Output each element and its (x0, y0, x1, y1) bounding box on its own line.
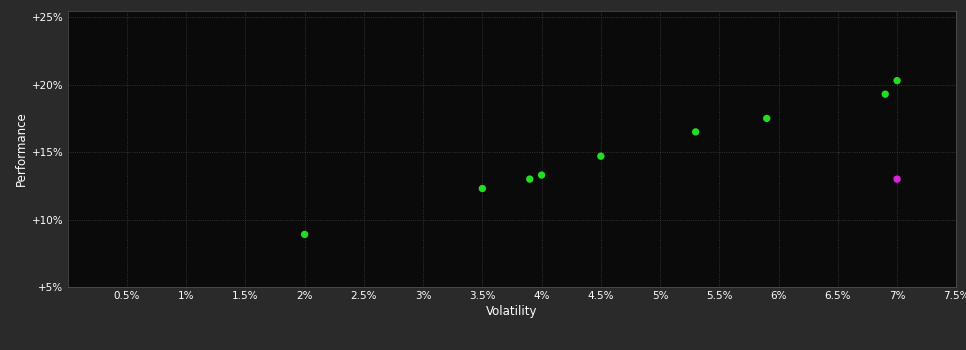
Point (877, 91, 893, 97)
Point (534, 172, 550, 178)
Y-axis label: Performance: Performance (14, 111, 28, 186)
Point (759, 116, 775, 121)
Point (474, 186, 490, 191)
X-axis label: Volatility: Volatility (486, 305, 538, 318)
Point (688, 129, 703, 135)
Point (890, 176, 905, 182)
Point (890, 78, 905, 83)
Point (522, 176, 537, 182)
Point (297, 232, 312, 237)
Point (593, 153, 609, 159)
